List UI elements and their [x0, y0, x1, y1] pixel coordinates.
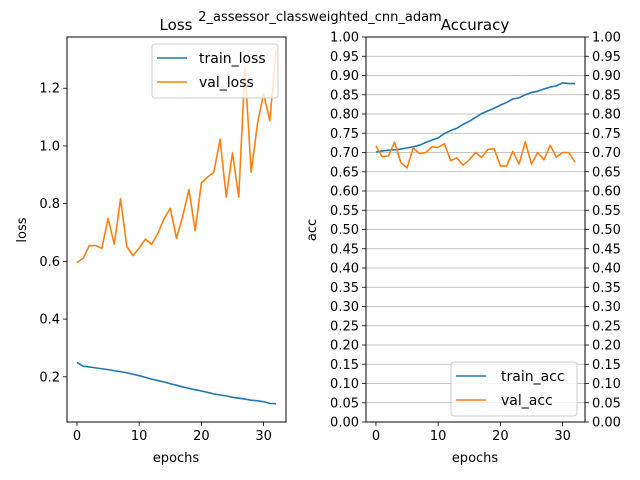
accuracy-ytick-label-right: 0.95 [592, 50, 621, 65]
accuracy-axes-frame [365, 36, 586, 423]
accuracy-ytick-label-right: 0.00 [592, 416, 621, 431]
loss-ytick-label: 0.8 [39, 197, 60, 212]
loss-legend: train_loss val_loss [151, 43, 279, 99]
accuracy-ytick-label: 0.90 [330, 69, 359, 84]
accuracy-ytick-label-right: 0.20 [592, 339, 621, 354]
accuracy-ytick-label: 0.95 [330, 50, 359, 65]
accuracy-ytick-label-right: 0.35 [592, 281, 621, 296]
accuracy-xtick-label: 20 [492, 429, 509, 444]
accuracy-ytick-label-right: 0.25 [592, 319, 621, 334]
accuracy-ytick-label: 0.70 [330, 146, 359, 161]
accuracy-ytick-label: 0.00 [330, 416, 359, 431]
accuracy-series-train-acc [375, 82, 576, 153]
accuracy-lines [375, 82, 576, 169]
accuracy-ytick-label: 0.10 [330, 377, 359, 392]
accuracy-subplot: Accuracy 0 10 20 30 0.00 0.00 0.05 0.05 0.10 0.10… [305, 16, 621, 466]
accuracy-ytick-label-right: 0.10 [592, 377, 621, 392]
loss-ytick-label: 0.2 [39, 370, 60, 385]
accuracy-ytick-label: 0.65 [330, 165, 359, 180]
loss-ytick-label: 1.0 [39, 139, 60, 154]
accuracy-ytick-label: 0.30 [330, 300, 359, 315]
accuracy-ytick-label: 0.05 [330, 396, 359, 411]
loss-legend-label-train: train_loss [199, 51, 266, 67]
accuracy-ytick-label-right: 0.75 [592, 127, 621, 142]
accuracy-ytick-label: 0.50 [330, 223, 359, 238]
accuracy-ytick-label-right: 0.65 [592, 165, 621, 180]
accuracy-ytick-label-right: 0.05 [592, 396, 621, 411]
accuracy-ytick-label: 0.20 [330, 339, 359, 354]
loss-ytick-label: 0.6 [39, 255, 60, 270]
loss-xtick-label: 0 [73, 429, 81, 444]
accuracy-legend-label-val: val_acc [501, 393, 553, 409]
loss-ticks: 0 10 20 30 0.2 0.4 0.6 0.8 1.0 1.2 [39, 82, 272, 444]
accuracy-ytick-label-right: 0.30 [592, 300, 621, 315]
loss-title: Loss [160, 16, 193, 34]
loss-ylabel: loss [15, 217, 30, 242]
loss-xlabel: epochs [153, 451, 200, 466]
accuracy-ytick-label-right: 0.60 [592, 185, 621, 200]
accuracy-ytick-label: 0.60 [330, 185, 359, 200]
accuracy-legend-label-train: train_acc [501, 369, 565, 385]
accuracy-ytick-label-right: 0.80 [592, 108, 621, 123]
accuracy-ytick-label: 0.85 [330, 88, 359, 103]
loss-xtick-label: 30 [255, 429, 272, 444]
accuracy-ytick-label-right: 0.40 [592, 262, 621, 277]
loss-lines [76, 50, 277, 405]
accuracy-ytick-label: 0.40 [330, 262, 359, 277]
loss-xtick-label: 20 [193, 429, 210, 444]
accuracy-ytick-label-right: 1.00 [592, 31, 621, 46]
accuracy-ytick-label: 0.75 [330, 127, 359, 142]
accuracy-ytick-label-right: 0.55 [592, 204, 621, 219]
accuracy-ytick-label: 0.55 [330, 204, 359, 219]
accuracy-series-val-acc [375, 140, 576, 169]
loss-series-val-loss [76, 50, 277, 264]
loss-xtick-label: 10 [131, 429, 148, 444]
accuracy-title: Accuracy [441, 16, 510, 34]
loss-ytick-label: 0.4 [39, 313, 60, 328]
accuracy-legend: train_acc val_acc [450, 361, 578, 417]
accuracy-ytick-label-right: 0.70 [592, 146, 621, 161]
accuracy-xlabel: epochs [452, 451, 499, 466]
loss-ytick-label: 1.2 [39, 82, 60, 97]
accuracy-ytick-label-right: 0.45 [592, 242, 621, 257]
loss-subplot: Loss 0 10 20 30 0.2 0.4 0.6 0.8 1.0 1.2 epochs lo… [15, 16, 287, 466]
accuracy-ytick-label: 0.25 [330, 319, 359, 334]
accuracy-ylabel: acc [305, 219, 320, 241]
accuracy-ytick-label: 0.35 [330, 281, 359, 296]
accuracy-ytick-label-right: 0.15 [592, 358, 621, 373]
accuracy-xtick-label: 30 [554, 429, 571, 444]
accuracy-ytick-label-right: 0.90 [592, 69, 621, 84]
figure-suptitle: 2_assessor_classweighted_cnn_adam [198, 10, 441, 25]
loss-legend-label-val: val_loss [199, 75, 254, 91]
accuracy-ytick-label: 0.45 [330, 242, 359, 257]
accuracy-ticks: 0 10 20 30 0.00 0.00 0.05 0.05 0.10 0.10 0.15 0.15 0… [330, 31, 621, 445]
accuracy-ytick-label: 0.80 [330, 108, 359, 123]
loss-axes-frame [66, 36, 287, 423]
accuracy-ytick-label: 0.15 [330, 358, 359, 373]
accuracy-xtick-label: 0 [372, 429, 380, 444]
accuracy-ytick-label: 1.00 [330, 31, 359, 46]
accuracy-ytick-label-right: 0.50 [592, 223, 621, 238]
accuracy-xtick-label: 10 [430, 429, 447, 444]
accuracy-ytick-label-right: 0.85 [592, 88, 621, 103]
loss-series-train-loss [76, 361, 277, 405]
